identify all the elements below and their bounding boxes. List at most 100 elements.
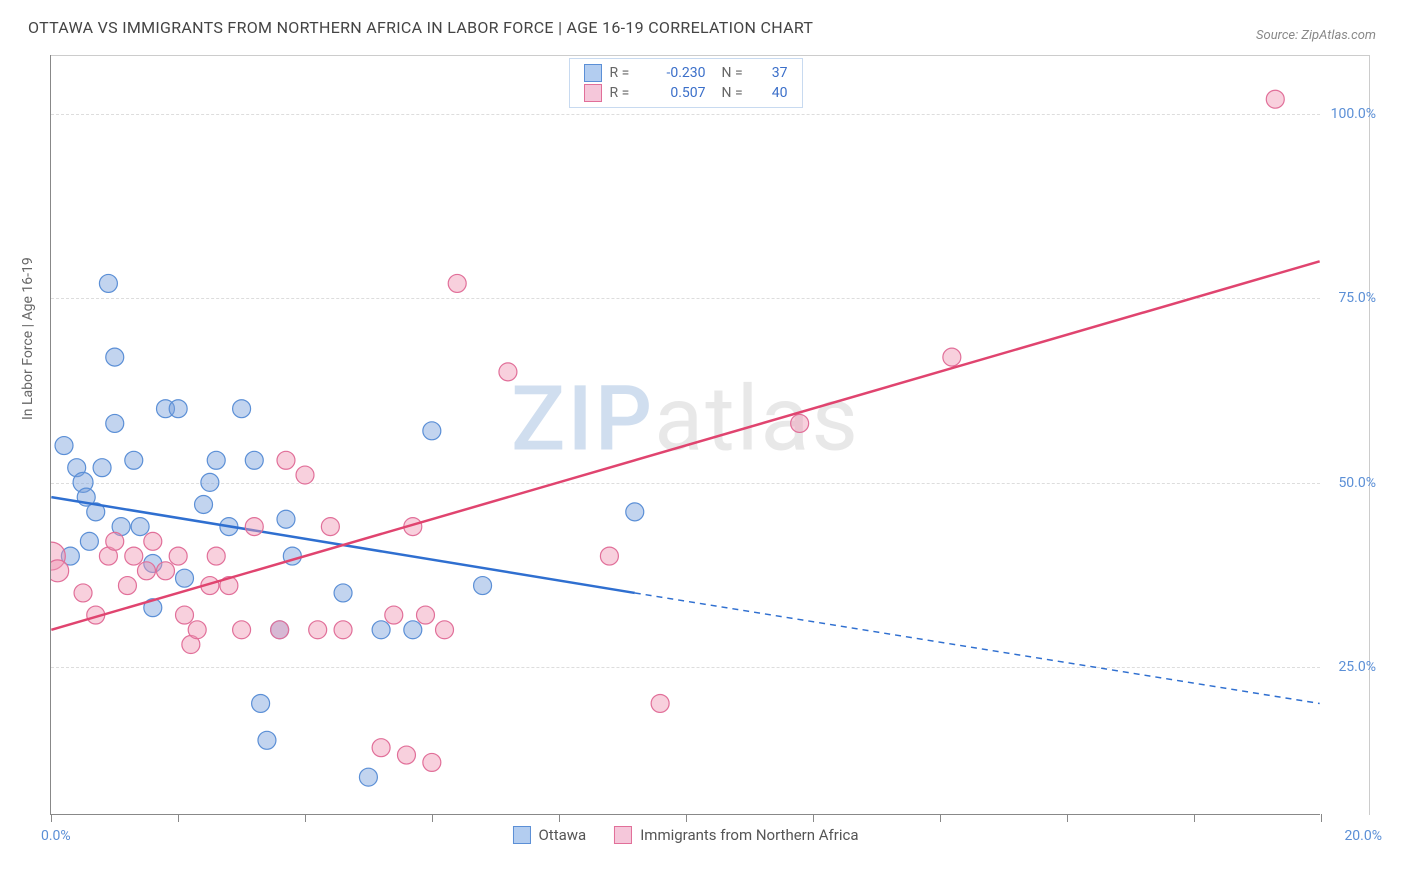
x-tick — [305, 814, 306, 822]
y-axis-label: In Labor Force | Age 16-19 — [20, 257, 36, 420]
x-tick — [178, 814, 179, 822]
source-attribution: Source: ZipAtlas.com — [1256, 28, 1376, 43]
data-point — [137, 562, 155, 580]
data-point — [791, 414, 809, 432]
data-point — [207, 547, 225, 565]
x-tick — [432, 814, 433, 822]
data-point — [144, 532, 162, 550]
data-point — [125, 451, 143, 469]
data-point — [207, 451, 225, 469]
n-value-ottawa: 37 — [758, 65, 788, 81]
x-tick — [1321, 814, 1322, 822]
data-point — [1266, 90, 1284, 108]
data-point — [448, 274, 466, 292]
data-point — [106, 348, 124, 366]
data-point — [201, 473, 219, 491]
y-tick-label: 25.0% — [1338, 659, 1376, 675]
data-point — [436, 621, 454, 639]
x-tick — [940, 814, 941, 822]
data-point — [55, 437, 73, 455]
legend-row-immigrants: R = 0.507 N = 40 — [584, 83, 788, 103]
series-legend: Ottawa Immigrants from Northern Africa — [512, 826, 858, 844]
data-point — [233, 621, 251, 639]
legend-label-ottawa: Ottawa — [538, 826, 586, 844]
data-point — [397, 746, 415, 764]
regression-line — [51, 261, 1319, 629]
data-point — [252, 694, 270, 712]
data-point — [277, 510, 295, 528]
legend-label-immigrants: Immigrants from Northern Africa — [640, 826, 858, 844]
x-tick-label-min: 0.0% — [41, 828, 71, 844]
legend-item-ottawa: Ottawa — [512, 826, 586, 844]
n-label: N = — [722, 85, 750, 101]
data-point — [277, 451, 295, 469]
data-point — [176, 606, 194, 624]
data-point — [423, 753, 441, 771]
data-point — [169, 400, 187, 418]
r-value-immigrants: 0.507 — [646, 85, 706, 101]
data-point — [499, 363, 517, 381]
data-point — [600, 547, 618, 565]
x-tick — [51, 814, 52, 822]
data-point — [372, 739, 390, 757]
data-point — [417, 606, 435, 624]
data-point — [131, 518, 149, 536]
data-point — [404, 621, 422, 639]
plot-region: ZIPatlas R = -0.230 N = 37 R = 0.507 N =… — [50, 55, 1320, 815]
data-point — [626, 503, 644, 521]
n-value-immigrants: 40 — [758, 85, 788, 101]
x-tick — [1194, 814, 1195, 822]
swatch-immigrants — [584, 84, 602, 102]
legend-row-ottawa: R = -0.230 N = 37 — [584, 63, 788, 83]
swatch-immigrants-icon — [614, 826, 632, 844]
data-point — [423, 422, 441, 440]
data-point — [125, 547, 143, 565]
data-point — [99, 274, 117, 292]
data-point — [296, 466, 314, 484]
data-point — [93, 459, 111, 477]
data-point — [118, 577, 136, 595]
scatter-plot-svg — [51, 55, 1320, 814]
legend-item-immigrants: Immigrants from Northern Africa — [614, 826, 858, 844]
data-point — [372, 621, 390, 639]
data-point — [334, 621, 352, 639]
x-tick-label-max: 20.0% — [1344, 828, 1382, 844]
data-point — [106, 414, 124, 432]
data-point — [195, 496, 213, 514]
data-point — [233, 400, 251, 418]
x-tick — [1067, 814, 1068, 822]
y-tick-label: 100.0% — [1331, 106, 1376, 122]
data-point — [188, 621, 206, 639]
data-point — [258, 731, 276, 749]
x-tick — [559, 814, 560, 822]
data-point — [106, 532, 124, 550]
data-point — [474, 577, 492, 595]
x-tick — [686, 814, 687, 822]
data-point — [943, 348, 961, 366]
chart-title: OTTAWA VS IMMIGRANTS FROM NORTHERN AFRIC… — [28, 18, 813, 37]
y-tick-label: 75.0% — [1338, 290, 1376, 306]
data-point — [359, 768, 377, 786]
r-label: R = — [610, 65, 638, 81]
data-point — [176, 569, 194, 587]
data-point — [169, 547, 187, 565]
data-point — [321, 518, 339, 536]
r-label: R = — [610, 85, 638, 101]
data-point — [271, 621, 289, 639]
data-point — [385, 606, 403, 624]
data-point — [309, 621, 327, 639]
regression-line-extrapolated — [635, 593, 1320, 704]
data-point — [245, 451, 263, 469]
chart-area: ZIPatlas R = -0.230 N = 37 R = 0.507 N =… — [50, 55, 1370, 815]
data-point — [74, 584, 92, 602]
data-point — [651, 694, 669, 712]
x-tick — [813, 814, 814, 822]
data-point — [80, 532, 98, 550]
swatch-ottawa-icon — [512, 826, 530, 844]
correlation-legend: R = -0.230 N = 37 R = 0.507 N = 40 — [569, 58, 803, 108]
data-point — [51, 560, 69, 582]
swatch-ottawa — [584, 64, 602, 82]
n-label: N = — [722, 65, 750, 81]
r-value-ottawa: -0.230 — [646, 65, 706, 81]
y-tick-label: 50.0% — [1338, 475, 1376, 491]
